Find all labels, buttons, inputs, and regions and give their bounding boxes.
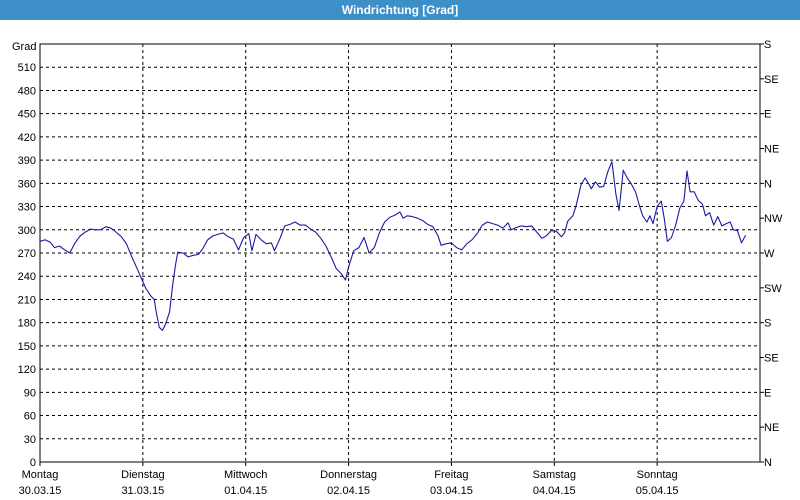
right-axis-label: SE: [764, 353, 779, 365]
y-tick-label: 300: [18, 225, 36, 237]
x-tick-date-label: 31.03.15: [121, 485, 164, 497]
y-tick-label: 60: [24, 411, 36, 423]
plot-frame: [39, 43, 761, 463]
right-axis-label: NE: [764, 144, 779, 156]
right-axis-label: E: [764, 387, 771, 399]
y-tick-label: 360: [18, 178, 36, 190]
y-tick-label: 330: [18, 202, 36, 214]
y-tick-label: 240: [18, 271, 36, 283]
y-tick-label: 270: [18, 248, 36, 260]
y-tick-label: 480: [18, 85, 36, 97]
x-tick-date-label: 05.04.15: [636, 485, 679, 497]
y-tick-label: 180: [18, 318, 36, 330]
y-tick-label: 150: [18, 341, 36, 353]
right-axis-label: W: [764, 248, 775, 260]
x-tick-date-label: 30.03.15: [19, 485, 62, 497]
right-axis-label: SE: [764, 74, 779, 86]
right-axis-label: S: [764, 39, 771, 51]
y-tick-label: 450: [18, 109, 36, 121]
y-axis-label: Grad: [12, 41, 36, 53]
series-layer: [39, 161, 747, 331]
y-tick-label: 120: [18, 364, 36, 376]
axes: 0 30 60 90 120 150 180 210 240 270 300 330 360 390 420…: [12, 39, 783, 497]
x-tick-day-label: Dienstag: [121, 469, 164, 481]
right-axis-label: N: [764, 178, 772, 190]
y-tick-label: 510: [18, 62, 36, 74]
x-tick-day-label: Mittwoch: [224, 469, 267, 481]
y-tick-label: 390: [18, 155, 36, 167]
y-tick-label: 90: [24, 387, 36, 399]
x-tick-date-label: 01.04.15: [224, 485, 267, 497]
right-axis-label: N: [764, 457, 772, 469]
right-axis-label: E: [764, 109, 771, 121]
x-tick-day-label: Sonntag: [637, 469, 678, 481]
wind-direction-chart: 0 30 60 90 120 150 180 210 240 270 300 330 360 390 420…: [12, 39, 783, 497]
y-tick-label: 210: [18, 294, 36, 306]
x-tick-day-label: Samstag: [533, 469, 576, 481]
x-tick-day-label: Donnerstag: [320, 469, 377, 481]
x-tick-date-label: 03.04.15: [430, 485, 473, 497]
x-tick-day-label: Montag: [22, 469, 59, 481]
y-tick-label: 420: [18, 132, 36, 144]
y-tick-label: 30: [24, 434, 36, 446]
y-tick-label: 0: [30, 457, 36, 469]
right-axis-label: SW: [764, 283, 782, 295]
grid: [40, 44, 760, 462]
window-title-bar: Windrichtung [Grad]: [0, 0, 800, 20]
right-axis-label: NE: [764, 422, 779, 434]
x-tick-date-label: 04.04.15: [533, 485, 576, 497]
x-tick-day-label: Freitag: [434, 469, 468, 481]
right-axis-label: NW: [764, 213, 783, 225]
right-axis-label: S: [764, 318, 771, 330]
wind-direction-line: [39, 161, 747, 331]
x-tick-date-label: 02.04.15: [327, 485, 370, 497]
window-title: Windrichtung [Grad]: [341, 3, 459, 17]
